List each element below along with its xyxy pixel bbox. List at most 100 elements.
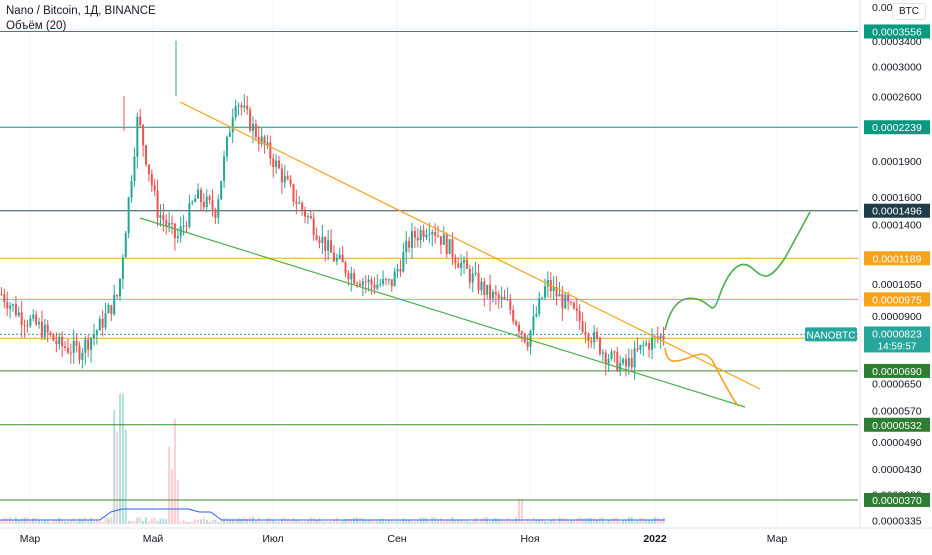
candle-body-64: [185, 225, 188, 227]
volume-bar-162: [468, 521, 471, 524]
candle-body-66: [191, 202, 194, 204]
candle-body-215: [622, 359, 625, 364]
volume-bar-156: [451, 517, 454, 524]
candle-body-214: [619, 363, 622, 371]
symbol-tag: NANOBTC: [807, 330, 856, 341]
candle-body-168: [486, 284, 489, 295]
level-label-0: 0.0003556: [872, 26, 922, 38]
candle-body-10: [29, 318, 32, 326]
price-tick-9: 0.0000650: [872, 378, 922, 390]
volume-bars: [0, 394, 665, 524]
candle-body-182: [526, 341, 529, 347]
volume-bar-223: [645, 519, 648, 524]
volume-bar-29: [84, 517, 87, 524]
volume-bar-143: [413, 521, 416, 524]
volume-bar-181: [523, 521, 526, 524]
candle-body-90: [260, 136, 263, 144]
volume-bar-173: [500, 520, 503, 524]
candle-body-25: [72, 340, 75, 353]
candle-body-76: [220, 181, 223, 200]
volume-bar-42: [121, 394, 124, 524]
candle-body-140: [405, 240, 408, 253]
volume-bar-95: [275, 521, 278, 524]
volume-bar-17: [49, 521, 52, 524]
candle-body-35: [101, 318, 104, 328]
candle-body-20: [58, 336, 61, 345]
candle-body-175: [506, 299, 509, 301]
candle-body-207: [598, 338, 601, 354]
volume-bar-198: [572, 519, 575, 524]
volume-bar-45: [130, 520, 133, 524]
candle-body-61: [176, 236, 179, 239]
level-label-7: 0.0000532: [872, 420, 922, 432]
candle-body-4: [11, 304, 15, 306]
volume-bar-31: [90, 517, 93, 524]
volume-bar-1: [3, 517, 6, 524]
candle-body-163: [471, 273, 474, 283]
volume-bar-131: [379, 518, 382, 524]
time-axis[interactable]: Мар Май Июл Сен Ноя 2022 Мар: [0, 527, 932, 545]
volume-bar-82: [237, 517, 240, 524]
candle-body-170: [491, 291, 494, 299]
volume-bar-218: [630, 517, 633, 524]
candle-body-180: [520, 331, 523, 334]
candle-body-115: [332, 252, 335, 262]
volume-bar-172: [497, 518, 500, 524]
candle-body-67: [194, 198, 197, 203]
volume-bar-71: [205, 519, 208, 524]
candle-body-137: [396, 269, 399, 272]
candle-body-155: [448, 239, 451, 254]
volume-bar-144: [416, 520, 419, 524]
volume-bar-171: [494, 517, 497, 524]
volume-bar-164: [474, 517, 477, 524]
volume-bar-178: [515, 517, 518, 524]
candle-body-97: [280, 168, 283, 183]
candle-body-112: [324, 236, 327, 251]
volume-indicator-label[interactable]: Объём (20): [6, 20, 67, 32]
currency-badge[interactable]: BTC: [892, 3, 926, 20]
volume-bar-196: [567, 521, 570, 524]
volume-bar-161: [465, 521, 468, 524]
volume-ma-line: [0, 508, 665, 521]
volume-bar-9: [26, 517, 29, 524]
volume-bar-147: [425, 518, 428, 524]
volume-bar-76: [220, 519, 223, 524]
volume-bar-176: [509, 520, 512, 524]
candle-body-162: [468, 268, 471, 283]
volume-bar-18: [52, 520, 55, 524]
volume-bar-101: [292, 517, 295, 524]
vertical-grid: [29, 0, 778, 528]
candle-body-225: [650, 337, 654, 350]
volume-bar-228: [659, 518, 662, 524]
current-price-bg: [864, 326, 930, 353]
volume-bar-91: [263, 521, 266, 524]
volume-bar-69: [199, 519, 202, 524]
volume-bar-204: [590, 517, 593, 524]
candle-body-28: [81, 352, 84, 360]
volume-bar-40: [116, 431, 119, 524]
candle-body-211: [610, 351, 613, 359]
volume-bar-158: [457, 519, 460, 524]
volume-bar-96: [277, 521, 281, 524]
candle-body-116: [335, 257, 338, 262]
candle-body-53: [153, 185, 156, 191]
volume-bar-227: [656, 517, 659, 524]
volume-bar-168: [486, 517, 489, 524]
volume-bar-219: [633, 521, 636, 524]
candle-body-202: [584, 331, 587, 335]
symbol-title[interactable]: Nano / Bitcoin, 1Д, BINANCE: [6, 5, 156, 17]
price-labels: 0.0003556 0.0002239 0.0001496 0.0001189 0.00…: [805, 24, 930, 507]
volume-bar-22: [64, 521, 67, 524]
candle-body-151: [437, 235, 440, 237]
candle-body-187: [541, 297, 544, 299]
volume-bar-100: [289, 520, 292, 524]
volume-bar-221: [639, 517, 642, 524]
volume-bar-148: [428, 521, 431, 524]
volume-bar-84: [243, 517, 246, 524]
candle-body-16: [46, 324, 49, 333]
candle-body-107: [309, 215, 312, 219]
volume-bar-189: [546, 521, 549, 524]
